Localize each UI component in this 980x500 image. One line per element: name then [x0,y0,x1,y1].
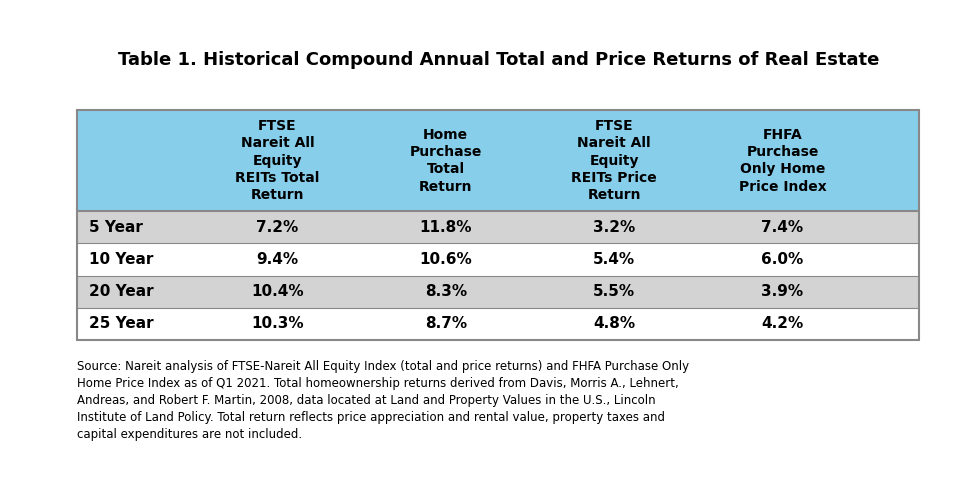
Text: 20 Year: 20 Year [89,284,154,299]
Text: 7.4%: 7.4% [761,220,804,235]
Text: FTSE
Nareit All
Equity
REITs Total
Return: FTSE Nareit All Equity REITs Total Retur… [235,119,319,202]
Text: 7.2%: 7.2% [256,220,299,235]
Text: FTSE
Nareit All
Equity
REITs Price
Return: FTSE Nareit All Equity REITs Price Retur… [571,119,657,202]
FancyBboxPatch shape [77,276,919,308]
Text: 10.6%: 10.6% [419,252,472,267]
Text: 4.8%: 4.8% [593,316,635,332]
Text: 10 Year: 10 Year [89,252,154,267]
Text: 5.5%: 5.5% [593,284,635,299]
Text: 9.4%: 9.4% [257,252,299,267]
Text: 5 Year: 5 Year [89,220,143,235]
Text: 10.3%: 10.3% [251,316,304,332]
Text: FHFA
Purchase
Only Home
Price Index: FHFA Purchase Only Home Price Index [739,128,826,194]
Text: 4.2%: 4.2% [761,316,804,332]
Text: 11.8%: 11.8% [419,220,472,235]
Text: Source: Nareit analysis of FTSE-Nareit All Equity Index (total and price returns: Source: Nareit analysis of FTSE-Nareit A… [77,360,690,441]
Text: 10.4%: 10.4% [251,284,304,299]
Text: 8.7%: 8.7% [424,316,466,332]
Text: 3.2%: 3.2% [593,220,635,235]
FancyBboxPatch shape [77,211,919,244]
Text: 8.3%: 8.3% [424,284,466,299]
Text: Table 1. Historical Compound Annual Total and Price Returns of Real Estate: Table 1. Historical Compound Annual Tota… [118,51,879,69]
Text: 3.9%: 3.9% [761,284,804,299]
FancyBboxPatch shape [77,308,919,340]
FancyBboxPatch shape [77,244,919,276]
Text: 25 Year: 25 Year [89,316,154,332]
Text: 5.4%: 5.4% [593,252,635,267]
FancyBboxPatch shape [77,110,919,211]
Text: 6.0%: 6.0% [761,252,804,267]
Text: Home
Purchase
Total
Return: Home Purchase Total Return [410,128,482,194]
